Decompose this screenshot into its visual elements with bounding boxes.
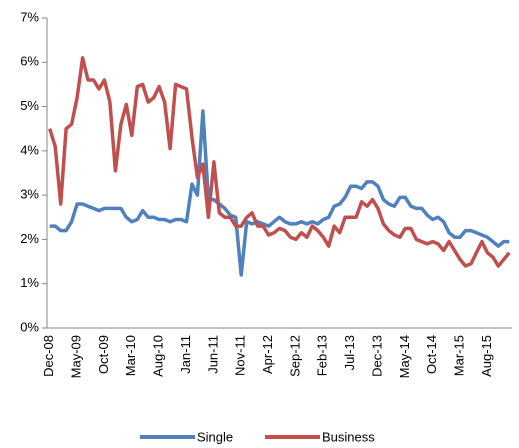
y-tick-label: 0% [20, 319, 39, 334]
legend-label: Single [197, 429, 233, 444]
x-tick-label: Jun-11 [205, 335, 220, 374]
y-tick-label: 1% [20, 275, 39, 290]
x-tick-label: Aug-15 [479, 335, 494, 377]
y-tick-label: 3% [20, 187, 39, 202]
y-tick-label: 2% [20, 231, 39, 246]
x-tick-label: Oct-14 [424, 335, 439, 374]
x-tick-label: May-09 [69, 335, 84, 378]
series-line [48, 56, 511, 268]
x-tick-label: Aug-10 [151, 335, 166, 377]
y-tick-label: 6% [20, 54, 39, 69]
x-tick-label: Apr-12 [260, 335, 275, 374]
x-tick-label: Dec-13 [369, 335, 384, 377]
series-line [49, 109, 510, 277]
y-tick-label: 7% [20, 9, 39, 24]
legend-label: Business [322, 429, 375, 444]
y-tick-label: 4% [20, 142, 39, 157]
x-tick-label: Sep-12 [287, 335, 302, 377]
x-tick-label: Oct-09 [96, 335, 111, 374]
x-tick-label: Jul-13 [342, 335, 357, 370]
x-tick-label: Dec-08 [41, 335, 56, 377]
x-tick-label: Mar-15 [451, 335, 466, 376]
x-tick-label: Feb-13 [315, 335, 330, 376]
x-tick-label: Nov-11 [233, 335, 248, 376]
x-tick-label: Mar-10 [123, 335, 138, 376]
x-tick-label: Jan-11 [178, 335, 193, 374]
y-tick-label: 5% [20, 98, 39, 113]
x-tick-label: May-14 [397, 335, 412, 378]
